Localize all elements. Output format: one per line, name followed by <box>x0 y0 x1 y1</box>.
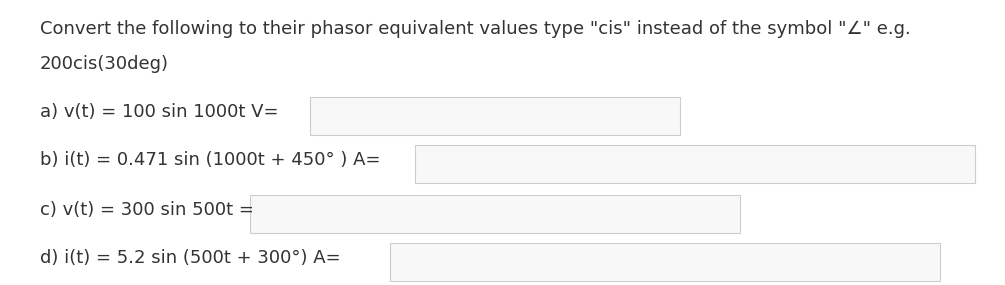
Text: 200cis(30deg): 200cis(30deg) <box>40 55 169 73</box>
Text: c) v(t) = 300 sin 500t =: c) v(t) = 300 sin 500t = <box>40 201 254 219</box>
Bar <box>310 97 680 135</box>
Bar <box>390 243 940 281</box>
Text: a) v(t) = 100 sin 1000t V=: a) v(t) = 100 sin 1000t V= <box>40 103 278 121</box>
Text: d) i(t) = 5.2 sin (500t + 300°) A=: d) i(t) = 5.2 sin (500t + 300°) A= <box>40 249 341 267</box>
Bar <box>250 195 740 233</box>
Text: Convert the following to their phasor equivalent values type "cis" instead of th: Convert the following to their phasor eq… <box>40 20 911 38</box>
Bar <box>415 145 975 183</box>
Text: b) i(t) = 0.471 sin (1000t + 450° ) A=: b) i(t) = 0.471 sin (1000t + 450° ) A= <box>40 151 381 169</box>
